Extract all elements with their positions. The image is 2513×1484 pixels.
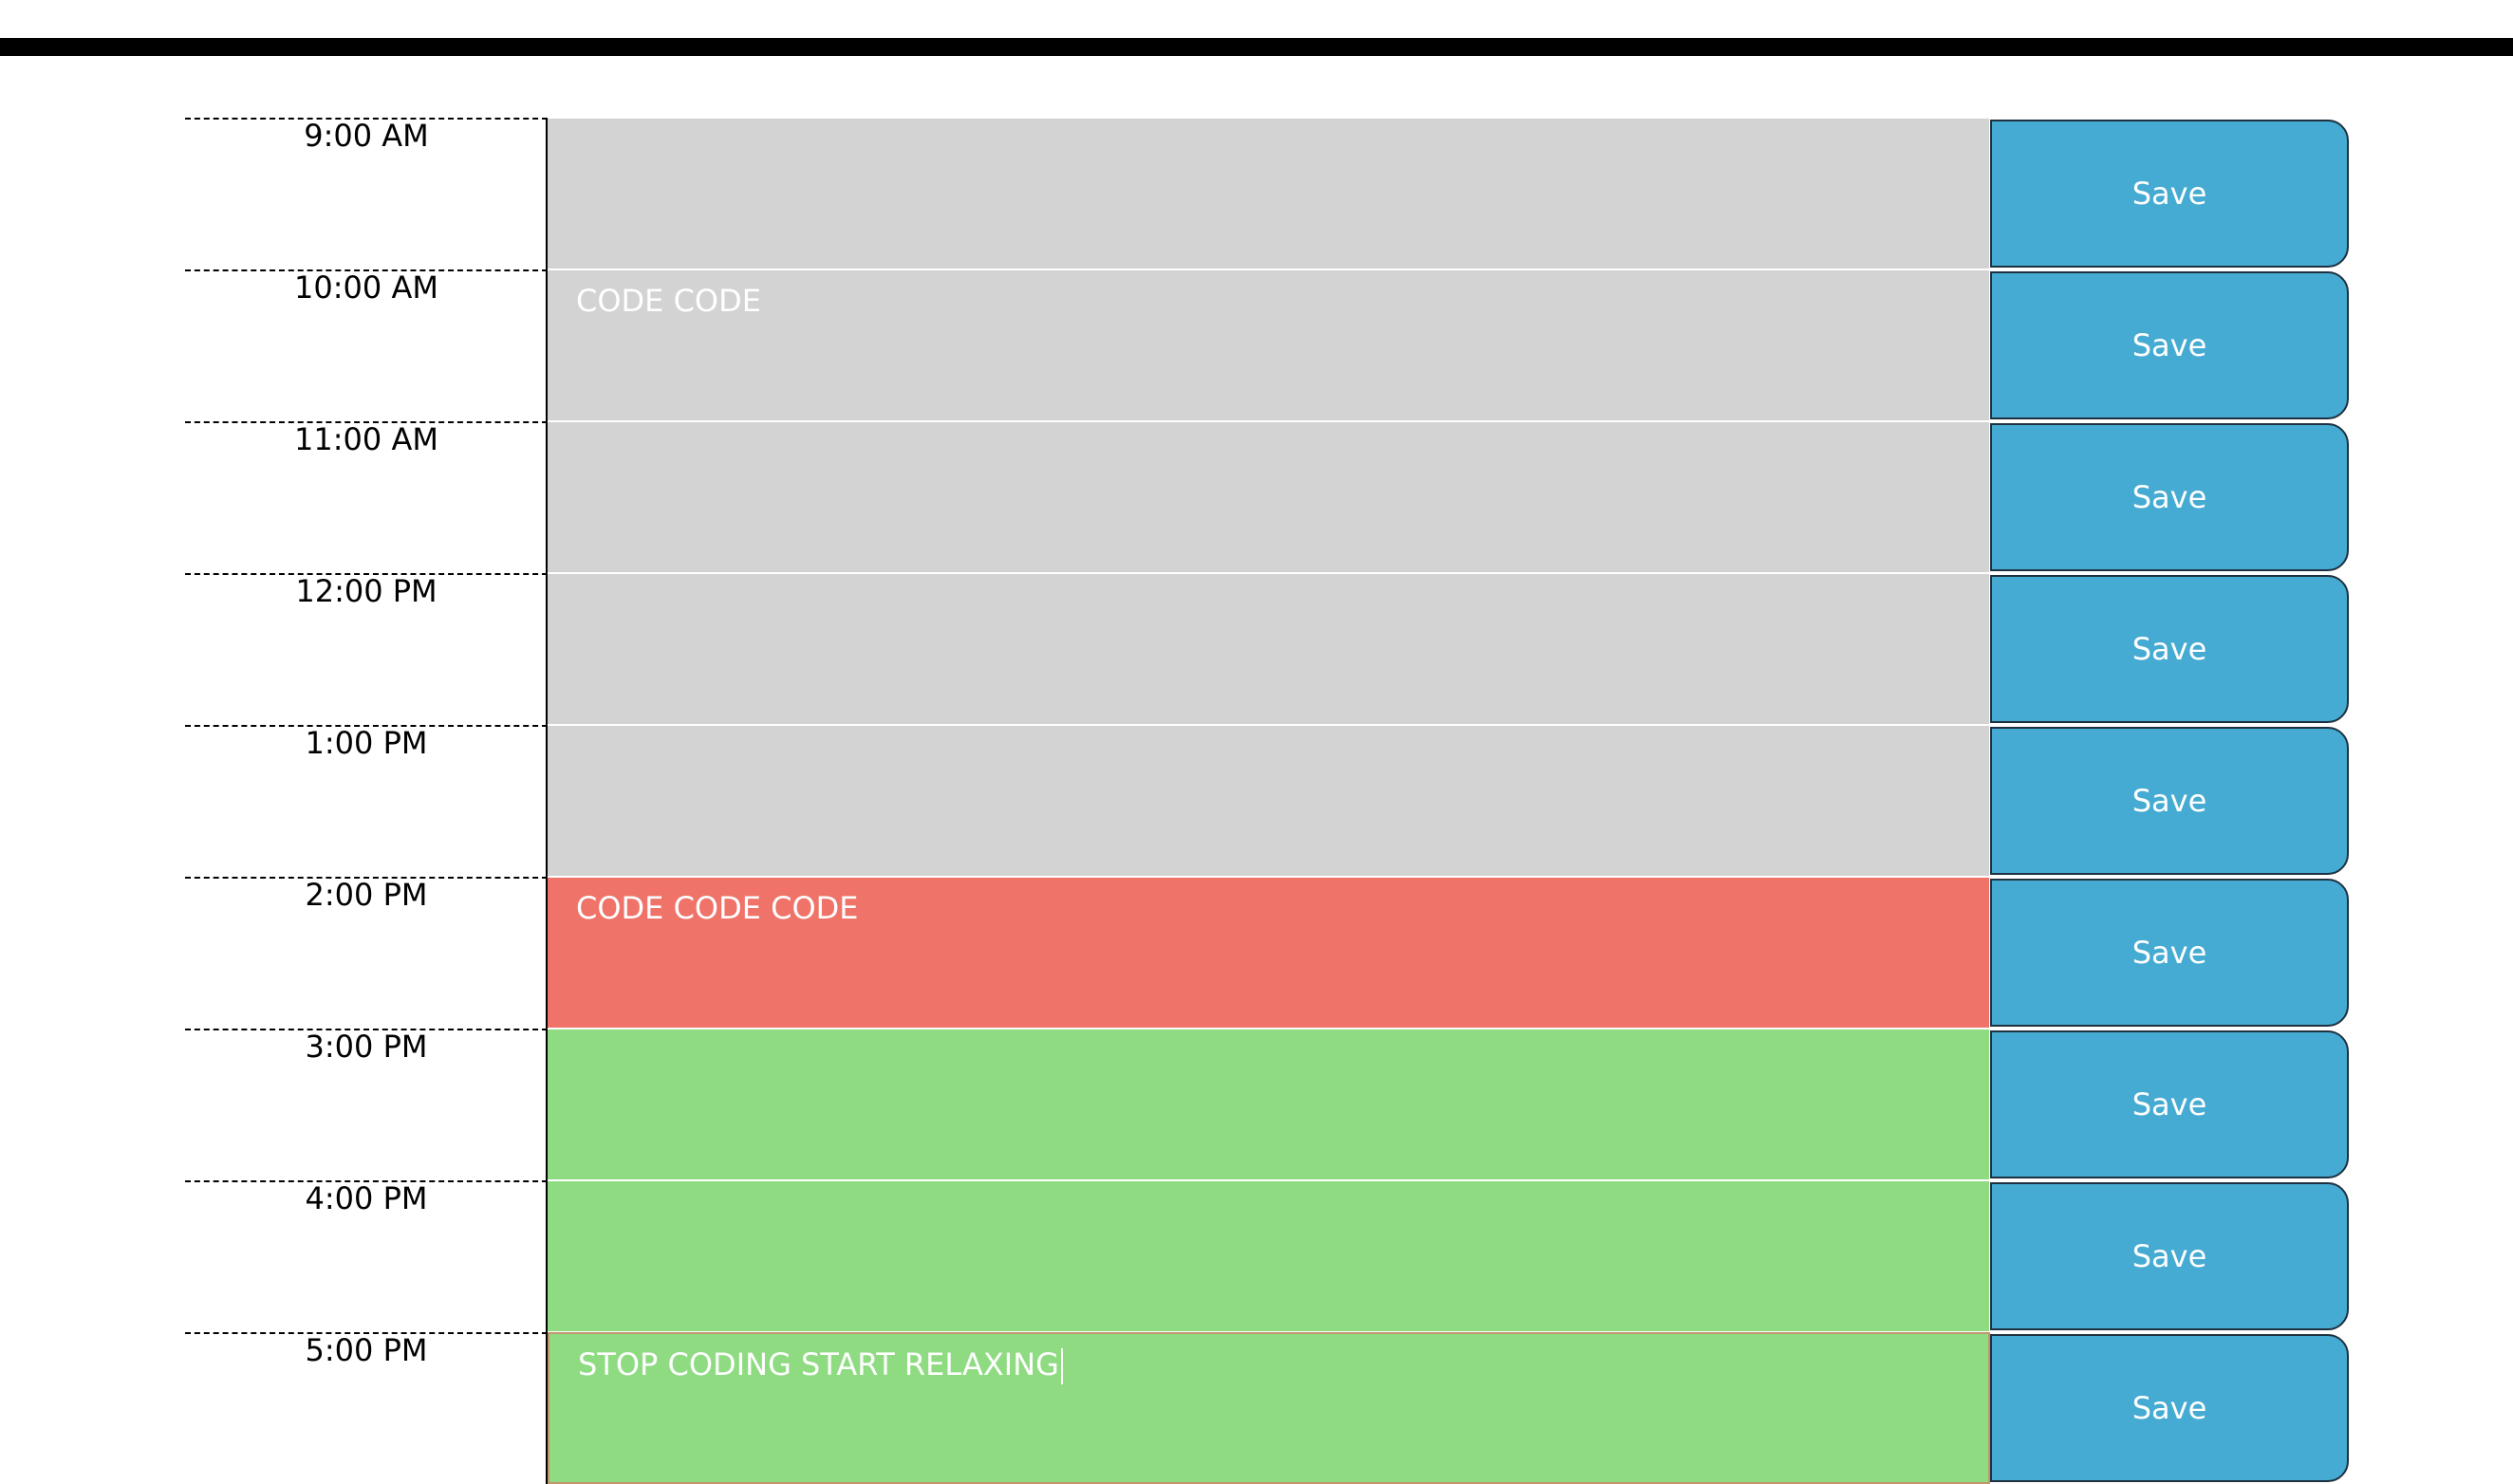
header-bar <box>0 38 2513 56</box>
text-caret <box>1060 1348 1063 1384</box>
hour-label: 5:00 PM <box>305 1332 428 1368</box>
save-button[interactable]: Save <box>1990 120 2349 268</box>
hour-label: 3:00 PM <box>305 1029 428 1065</box>
hour-cell: 2:00 PM <box>185 877 548 1029</box>
event-description[interactable] <box>548 118 1990 269</box>
event-description[interactable]: CODE CODE CODE <box>548 877 1990 1029</box>
event-description[interactable] <box>548 1029 1990 1180</box>
save-button[interactable]: Save <box>1990 879 2349 1027</box>
save-button[interactable]: Save <box>1990 727 2349 875</box>
save-button[interactable]: Save <box>1990 575 2349 723</box>
time-block-row: 4:00 PM Save <box>185 1180 2349 1332</box>
event-description[interactable] <box>548 725 1990 877</box>
hour-cell: 11:00 AM <box>185 421 548 573</box>
hour-cell: 4:00 PM <box>185 1180 548 1332</box>
time-block-row: 12:00 PM Save <box>185 573 2349 725</box>
time-block-row: 2:00 PM CODE CODE CODE Save <box>185 877 2349 1029</box>
hour-label: 12:00 PM <box>295 573 437 609</box>
hour-label: 1:00 PM <box>305 725 428 761</box>
event-description[interactable] <box>548 1180 1990 1332</box>
save-button[interactable]: Save <box>1990 271 2349 419</box>
hour-label: 2:00 PM <box>305 877 428 913</box>
save-button[interactable]: Save <box>1990 1030 2349 1178</box>
time-block-row: 10:00 AM CODE CODE Save <box>185 269 2349 421</box>
hour-cell: 10:00 AM <box>185 269 548 421</box>
save-button[interactable]: Save <box>1990 423 2349 571</box>
hour-label: 9:00 AM <box>304 118 429 154</box>
event-description-text: STOP CODING START RELAXING <box>578 1346 1059 1382</box>
hour-cell: 5:00 PM <box>185 1332 548 1484</box>
event-description[interactable] <box>548 573 1990 725</box>
day-planner: 9:00 AM Save 10:00 AM CODE CODE Save 11:… <box>185 118 2349 1484</box>
hour-label: 11:00 AM <box>294 421 438 457</box>
hour-cell: 1:00 PM <box>185 725 548 877</box>
hour-label: 10:00 AM <box>294 269 438 306</box>
time-block-row: 3:00 PM Save <box>185 1029 2349 1180</box>
event-description-active[interactable]: STOP CODING START RELAXING <box>548 1332 1990 1484</box>
event-description[interactable] <box>548 421 1990 573</box>
save-button[interactable]: Save <box>1990 1334 2349 1482</box>
hour-cell: 12:00 PM <box>185 573 548 725</box>
save-button[interactable]: Save <box>1990 1182 2349 1330</box>
hour-label: 4:00 PM <box>305 1180 428 1216</box>
time-block-row: 11:00 AM Save <box>185 421 2349 573</box>
event-description[interactable]: CODE CODE <box>548 269 1990 421</box>
time-block-row: 1:00 PM Save <box>185 725 2349 877</box>
hour-cell: 9:00 AM <box>185 118 548 269</box>
time-block-row: 5:00 PM STOP CODING START RELAXING Save <box>185 1332 2349 1484</box>
hour-cell: 3:00 PM <box>185 1029 548 1180</box>
time-block-row: 9:00 AM Save <box>185 118 2349 269</box>
